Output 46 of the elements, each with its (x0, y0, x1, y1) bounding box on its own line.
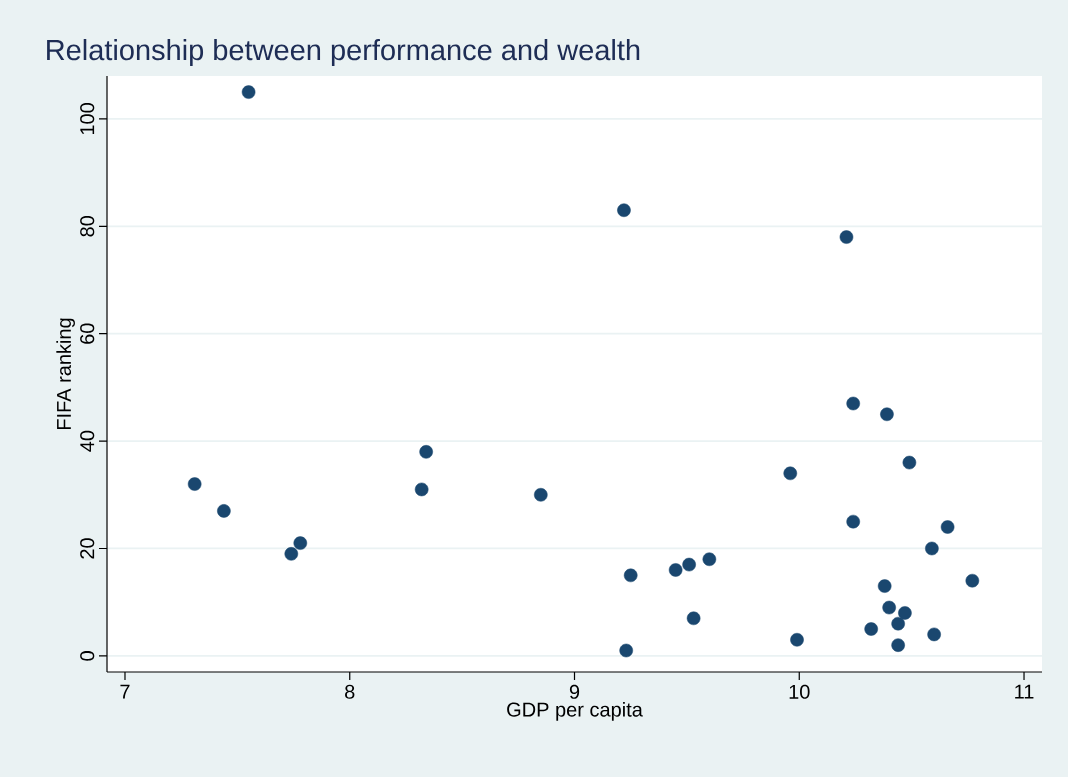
x-tick-label: 9 (569, 684, 580, 699)
point (882, 600, 896, 615)
point (927, 627, 941, 642)
chart-title: Relationship between performance and wealth (47, 38, 640, 67)
point (419, 445, 433, 459)
point (965, 573, 980, 588)
point (846, 514, 860, 529)
y-axis-title: FIFA ranking (56, 318, 75, 430)
point (839, 230, 854, 244)
point (902, 455, 917, 470)
point (682, 557, 696, 572)
x-tick-label: 11 (1015, 684, 1034, 699)
x-axis-title: GDP per capita (507, 702, 643, 721)
x-tick-label: 8 (345, 684, 355, 699)
point (668, 563, 683, 577)
point (241, 85, 256, 99)
point (940, 520, 955, 534)
point (284, 547, 299, 561)
point (925, 541, 939, 556)
point (880, 407, 894, 422)
point (534, 488, 548, 502)
point (623, 568, 638, 583)
y-tick-label: 40 (80, 430, 95, 452)
point (846, 396, 860, 411)
point (619, 643, 633, 658)
point (293, 536, 308, 550)
point (877, 579, 892, 593)
point (617, 203, 631, 217)
point (702, 552, 717, 566)
x-tick-label: 10 (789, 684, 810, 699)
point (783, 466, 798, 481)
point (187, 477, 202, 491)
x-tick-label: 7 (120, 684, 130, 699)
point (217, 504, 231, 518)
point (686, 611, 701, 626)
point (891, 638, 905, 652)
point (414, 482, 429, 497)
point (790, 633, 804, 647)
y-tick-label: 60 (80, 323, 95, 344)
y-tick-label: 80 (80, 216, 95, 237)
point (891, 616, 905, 631)
y-tick-label: 20 (80, 538, 95, 559)
y-tick-label: 100 (80, 103, 95, 135)
point (864, 622, 878, 636)
y-tick-label: 0 (80, 651, 95, 661)
point (898, 606, 912, 620)
